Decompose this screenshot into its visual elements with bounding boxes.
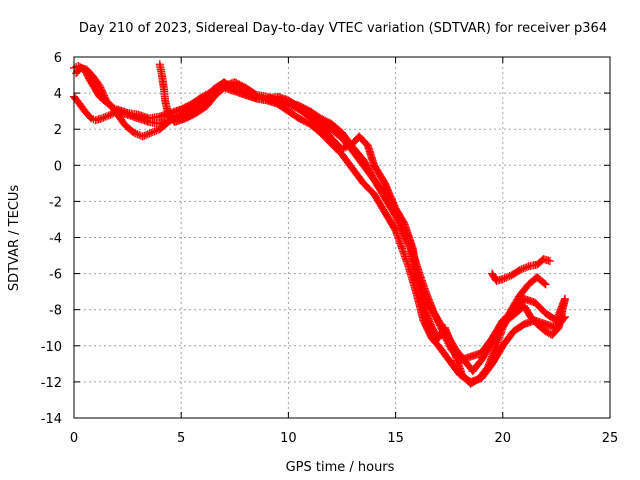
grid-lines [74, 57, 610, 418]
series-track-c [72, 63, 550, 388]
y-tick-label: -14 [41, 412, 62, 427]
series-markers [155, 60, 569, 376]
series-track-e [488, 255, 554, 285]
x-tick-label: 25 [602, 431, 619, 446]
x-axis-ticks: 0 5 10 15 20 25 [70, 57, 618, 446]
y-axis-label: SDTVAR / TECUs [7, 185, 22, 292]
series-markers [72, 63, 550, 388]
y-tick-label: 2 [54, 123, 62, 138]
y-tick-label: 4 [54, 87, 62, 102]
y-tick-label: 0 [54, 159, 62, 174]
y-tick-label: -4 [49, 232, 62, 247]
series-markers [488, 255, 554, 285]
x-tick-label: 10 [280, 431, 297, 446]
y-axis-ticks: -14 -12 -10 -8 -6 -4 -2 0 2 4 6 [41, 51, 610, 427]
x-tick-label: 20 [495, 431, 512, 446]
y-tick-label: -10 [41, 340, 62, 355]
series-track-d [155, 60, 569, 376]
x-tick-label: 0 [70, 431, 78, 446]
data-marks [70, 60, 569, 388]
y-tick-label: 6 [54, 51, 62, 66]
x-axis-label: GPS time / hours [286, 460, 395, 475]
series-track-b [70, 62, 569, 365]
series-markers [70, 62, 569, 365]
y-tick-label: -6 [49, 268, 62, 283]
y-tick-label: -2 [49, 195, 62, 210]
x-tick-label: 15 [387, 431, 404, 446]
x-tick-label: 5 [177, 431, 185, 446]
y-tick-label: -8 [49, 304, 62, 319]
y-tick-label: -12 [41, 376, 62, 391]
chart-title: Day 210 of 2023, Sidereal Day-to-day VTE… [79, 21, 607, 36]
